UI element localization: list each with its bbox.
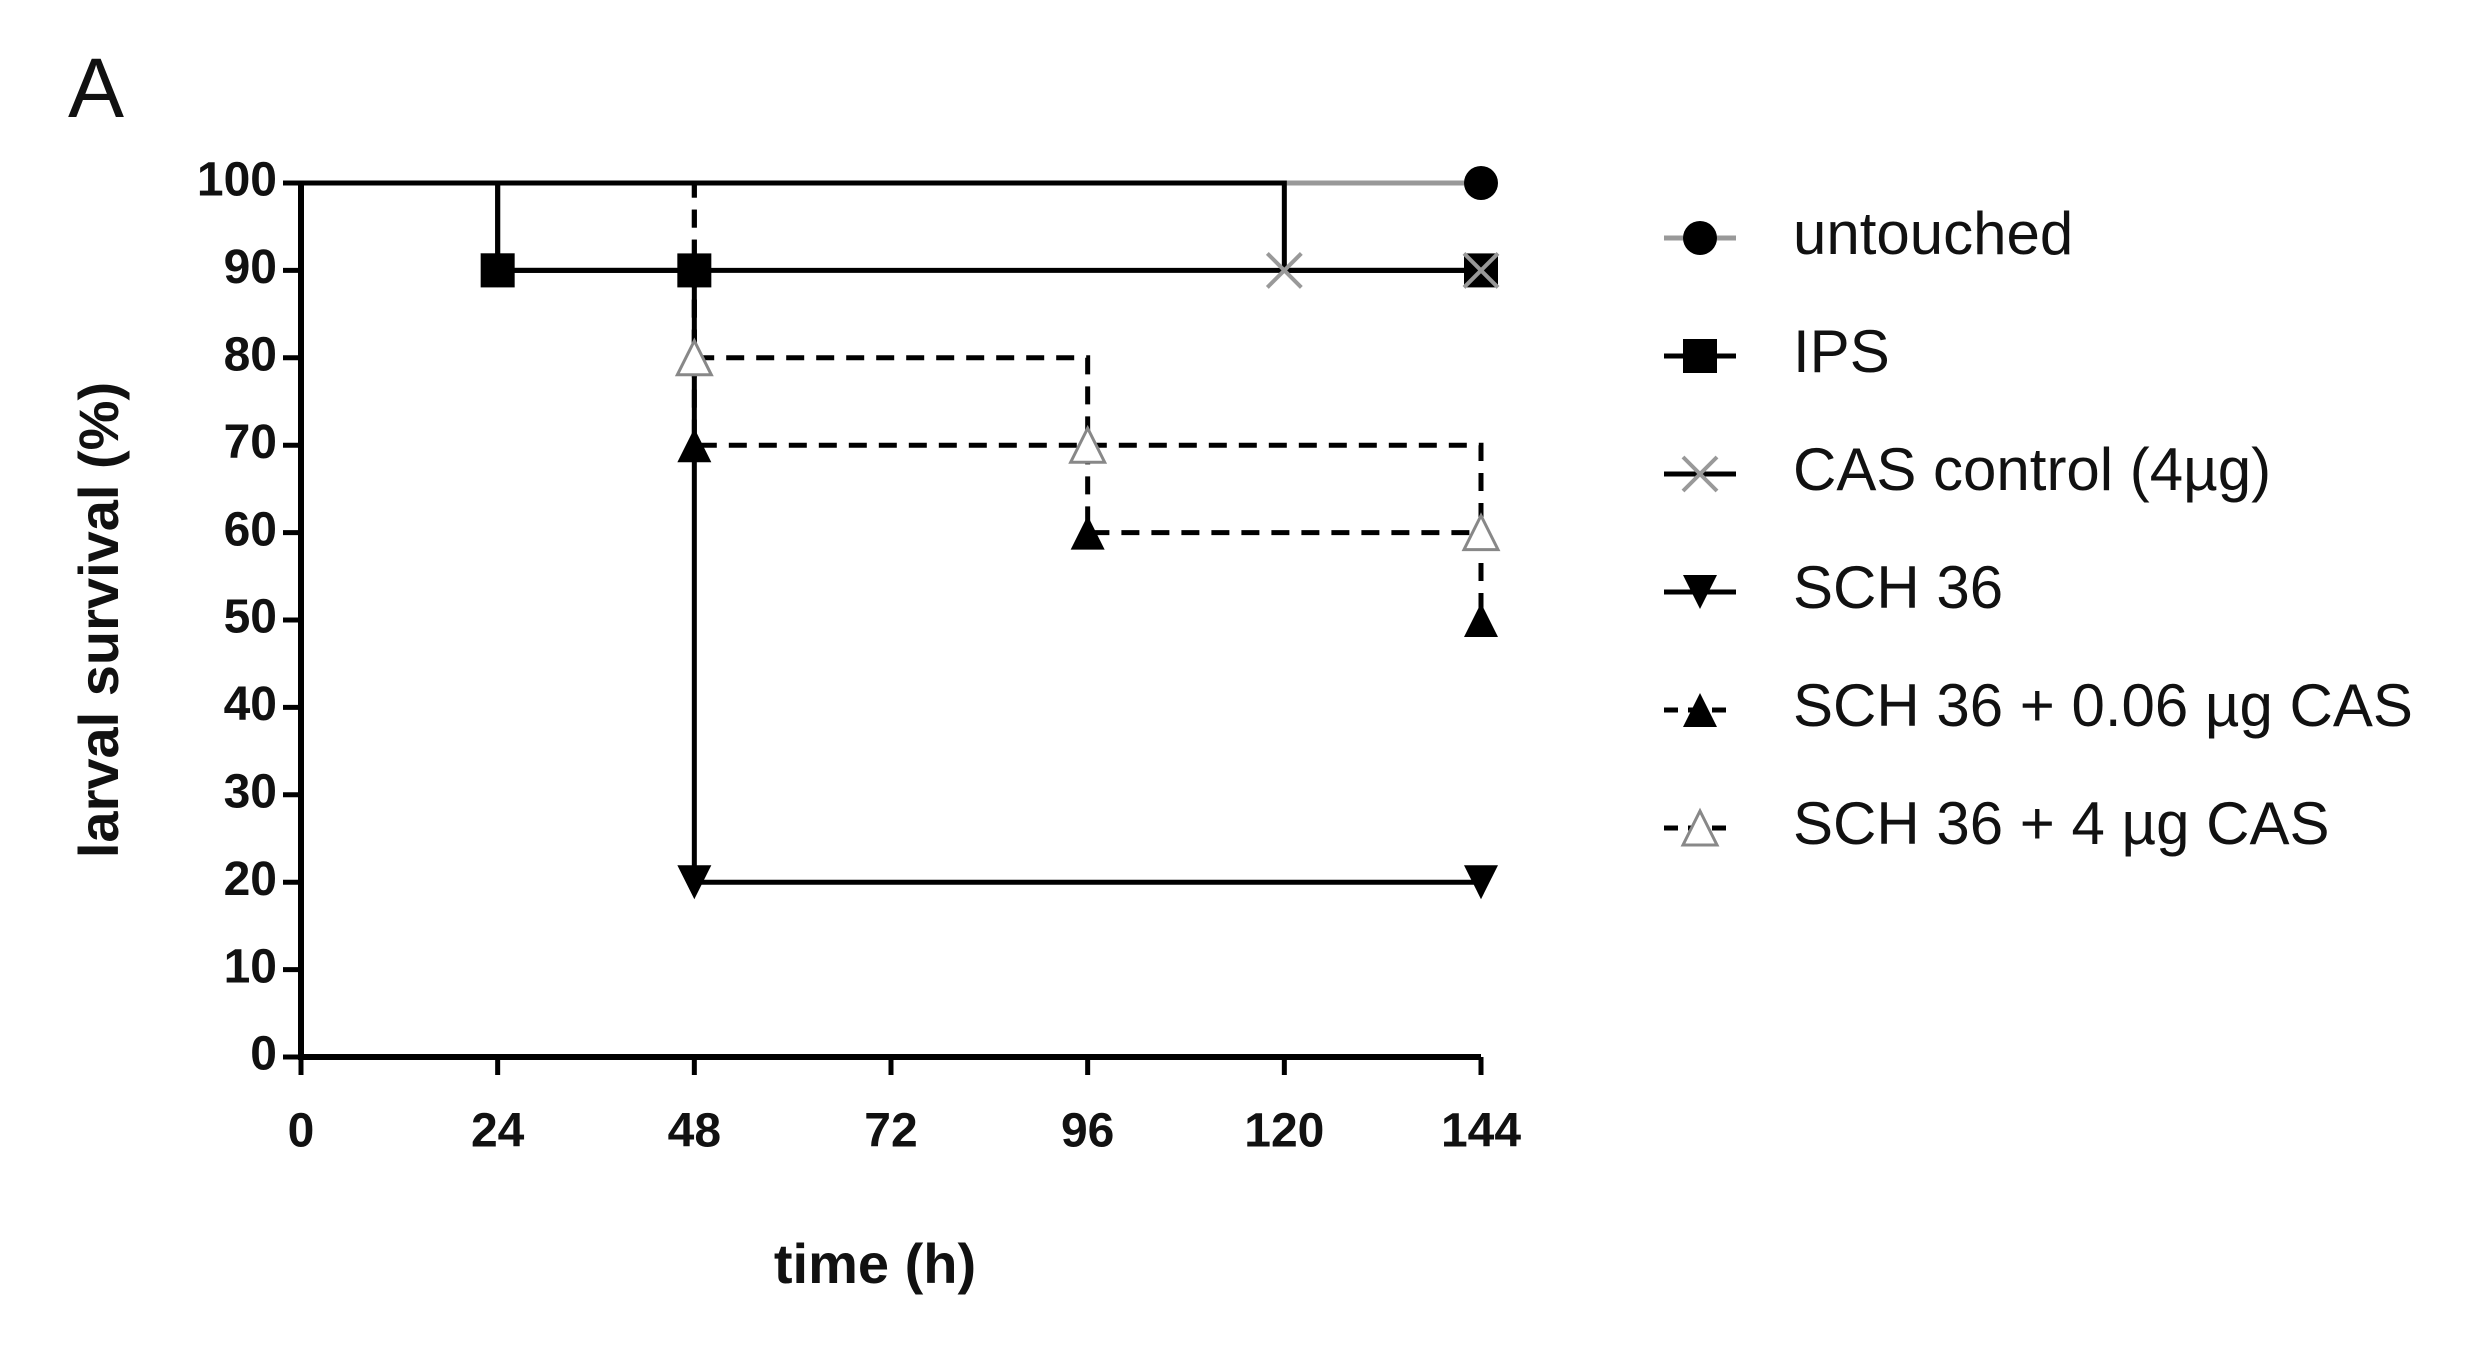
x-tick-label: 72	[864, 1105, 917, 1158]
marker	[674, 337, 714, 377]
x-axis-title: time (h)	[774, 1232, 976, 1295]
y-tick-label: 80	[224, 328, 277, 381]
marker	[1461, 512, 1501, 552]
y-tick-label: 100	[197, 154, 277, 207]
y-tick-label: 70	[224, 416, 277, 469]
survival-line	[301, 180, 1481, 273]
panel-label: A	[68, 41, 124, 135]
x-tick-label: 96	[1061, 1105, 1114, 1158]
legend-item: untouched	[1664, 200, 2073, 267]
marker	[1070, 515, 1105, 550]
marker	[1464, 865, 1498, 900]
legend-item: SCH 36 + 4 µg CAS	[1664, 790, 2329, 857]
y-axis-title: larval survival (%)	[67, 382, 130, 858]
survival-line	[301, 180, 1484, 533]
x-tick-label: 0	[288, 1105, 315, 1158]
marker	[1681, 455, 1719, 493]
y-tick-label: 10	[224, 940, 277, 993]
marker	[1068, 424, 1108, 464]
marker	[1265, 251, 1303, 289]
x-tick-label: 48	[668, 1105, 721, 1158]
survival-line	[301, 180, 1481, 273]
marker	[480, 253, 515, 288]
x-tick-label: 144	[1441, 1105, 1521, 1158]
marker	[1462, 251, 1500, 289]
legend-label: untouched	[1793, 200, 2073, 267]
y-tick-label: 20	[224, 853, 277, 906]
marker	[1464, 603, 1498, 637]
marker	[1683, 575, 1717, 609]
y-tick-label: 30	[224, 765, 277, 818]
marker	[1683, 339, 1717, 373]
legend-item: CAS control (4µg)	[1664, 436, 2271, 503]
legend-label: SCH 36	[1793, 554, 2003, 621]
legend-item: SCH 36 + 0.06 µg CAS	[1664, 672, 2413, 739]
y-tick-label: 90	[224, 241, 277, 294]
x-tick-label: 120	[1244, 1105, 1324, 1158]
marker	[677, 428, 712, 463]
y-tick-label: 40	[224, 678, 277, 731]
marker	[1683, 221, 1717, 255]
y-tick-label: 60	[224, 503, 277, 556]
marker	[1683, 693, 1717, 727]
survival-line	[301, 180, 1484, 620]
legend-label: SCH 36 + 4 µg CAS	[1793, 790, 2329, 857]
marker	[677, 865, 712, 900]
y-tick-label: 50	[224, 591, 277, 644]
marker	[677, 253, 712, 288]
legend-item: SCH 36	[1664, 554, 2003, 621]
legend-label: CAS control (4µg)	[1793, 436, 2271, 503]
legend-item: IPS	[1664, 318, 1890, 385]
marker	[1680, 807, 1720, 847]
y-tick-label: 0	[250, 1028, 277, 1081]
legend-label: SCH 36 + 0.06 µg CAS	[1793, 672, 2413, 739]
marker	[1464, 166, 1498, 200]
x-tick-label: 24	[471, 1105, 525, 1158]
legend-label: IPS	[1793, 318, 1890, 385]
